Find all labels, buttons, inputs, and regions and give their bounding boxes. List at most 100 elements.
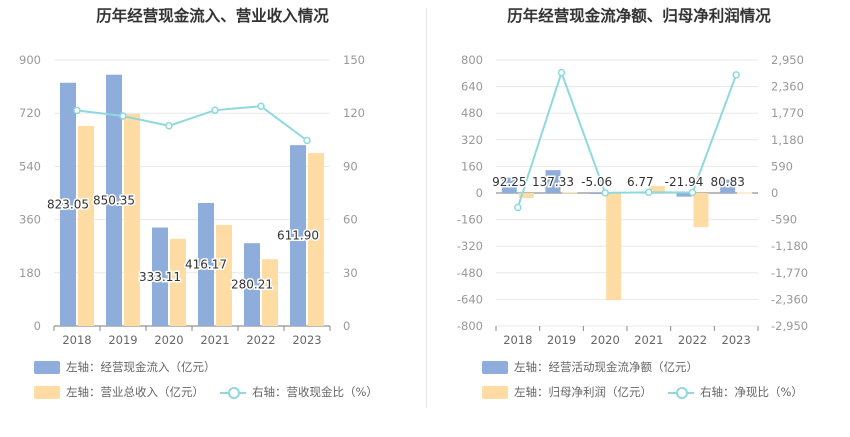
bar-yellow [518,193,534,198]
bar-yellow [78,125,94,326]
bar-data-label: 611.90 [277,229,319,243]
bar-yellow [124,113,140,327]
bar-yellow [216,224,232,326]
right-chart-title: 历年经营现金流净额、归母净利润情况 [507,7,771,25]
legend-label-revenue-cash-ratio: 右轴：营收现金比（%） [252,385,378,399]
y-tick-right: 1,180 [771,133,804,147]
y-tick-left: 800 [461,53,483,67]
ratio-point [303,136,311,145]
legend-swatch-yellow [34,385,60,399]
panel-divider [426,8,427,408]
legend-label-net-cash-flow: 左轴：经营活动现金流净额（亿元） [514,360,698,374]
x-tick-label: 2023 [722,333,751,347]
bar-yellow [262,259,278,326]
bar-yellow [737,192,753,194]
ratio-point [732,71,740,79]
y-tick-right: -2,950 [771,319,808,333]
bar-data-label: 80.83 [710,175,744,189]
legend-item-revenue[interactable]: 左轴：营业总收入（亿元） [34,384,204,400]
y-tick-right: 1,770 [771,106,804,120]
bar-data-label: 92.25 [492,175,526,189]
ratio-point [257,102,265,111]
x-tick-label: 2021 [200,333,229,347]
ratio-point [601,189,609,197]
x-tick-label: 2019 [108,333,137,347]
legend-item-net-cash-flow[interactable]: 左轴：经营活动现金流净额（亿元） [482,359,698,375]
ratio-point [119,112,127,120]
x-tick-label: 2018 [62,333,91,347]
bar-yellow [606,193,622,301]
bar-blue [290,145,306,326]
y-tick-left: 160 [461,159,483,173]
legend-item-net-cash-ratio[interactable]: 右轴：净现比（%） [668,384,803,400]
bar-blue [244,243,260,326]
y-tick-left: 360 [19,213,41,227]
bar-data-label: -5.06 [581,175,612,189]
bar-yellow [562,192,578,194]
x-tick-label: 2020 [591,333,620,347]
legend-item-revenue-cash-ratio[interactable]: 右轴：营收现金比（%） [220,384,378,400]
y-tick-left: 640 [461,80,483,94]
bar-blue [545,170,561,193]
y-tick-left: 900 [19,53,41,67]
ratio-point [165,122,173,130]
bar-data-label: -21.94 [665,175,704,189]
legend-item-net-profit[interactable]: 左轴：归母净利润（亿元） [482,384,652,400]
right-chart-panel: 历年经营现金流净额、归母净利润情况 800 640 480 320 160 0 -160 -3… [428,0,850,437]
legend-swatch-line [220,386,246,399]
x-tick-label: 2021 [634,333,663,347]
y-tick-left: -480 [457,266,483,280]
y-tick-left: 0 [34,319,41,333]
x-tick-label: 2022 [678,333,707,347]
y-tick-right: 30 [343,266,358,280]
ratio-point [645,188,653,197]
left-legend: 左轴：经营现金流入（亿元） 左轴：营业总收入（亿元） 右轴：营收现金比（%） [34,359,378,400]
y-tick-right: 90 [343,159,358,173]
bar-yellow [170,238,186,326]
y-tick-left: 540 [19,159,41,173]
x-tick-label: 2018 [503,333,532,347]
ratio-point [688,188,697,197]
y-tick-left: 480 [461,106,483,120]
y-tick-right: 0 [771,186,778,200]
left-chart-panel: 历年经营现金流入、营业收入情况 900 720 540 360 180 0 150 120 90… [19,7,378,400]
bar-blue [501,177,517,193]
left-chart-plot: 900 720 540 360 180 0 150 120 90 60 30 0 2018 2019 202… [19,53,365,347]
bar-blue [106,74,122,326]
legend-swatch-blue [482,360,508,374]
bar-data-label: 280.21 [231,278,273,292]
x-tick-label: 2023 [292,333,321,347]
legend-label-net-cash-ratio: 右轴：净现比（%） [700,385,803,399]
y-tick-left: 720 [19,106,41,120]
bar-blue [720,179,736,193]
y-tick-right: 60 [343,213,358,227]
bar-yellow [308,153,324,326]
right-chart-plot: 800 640 480 320 160 0 -160 -320 -480 -640 -800 2,95… [457,53,808,347]
ratio-line [76,105,308,142]
y-tick-left: 180 [19,266,41,280]
right-legend: 左轴：经营活动现金流净额（亿元） 左轴：归母净利润（亿元） 右轴：净现比（%） [428,0,850,437]
y-tick-right: 120 [343,106,365,120]
legend-swatch-yellow [482,385,508,399]
legend-swatch-blue [34,360,60,374]
bar-data-label: 416.17 [185,257,227,271]
legend-label-cash-inflow: 左轴：经营现金流入（亿元） [66,360,216,374]
bar-data-label: 850.35 [93,193,135,207]
y-tick-right: 2,360 [771,80,804,94]
bar-blue [152,227,168,326]
bar-blue [198,202,214,326]
bar-data-label: 333.11 [139,270,181,284]
ratio-point [557,68,566,77]
y-tick-right: -1,770 [771,266,808,280]
bar-blue [60,82,76,326]
bar-data-label: 6.77 [627,175,654,189]
bar-yellow [649,186,665,193]
y-tick-right: -590 [771,213,797,227]
legend-item-cash-inflow[interactable]: 左轴：经营现金流入（亿元） [34,359,216,375]
bar-data-label: 823.05 [47,197,89,211]
x-tick-label: 2022 [246,333,275,347]
y-tick-right: -2,360 [771,292,808,306]
y-tick-left: 0 [476,186,483,200]
bar-data-label: 137.33 [532,175,574,189]
y-tick-left: -640 [457,292,483,306]
